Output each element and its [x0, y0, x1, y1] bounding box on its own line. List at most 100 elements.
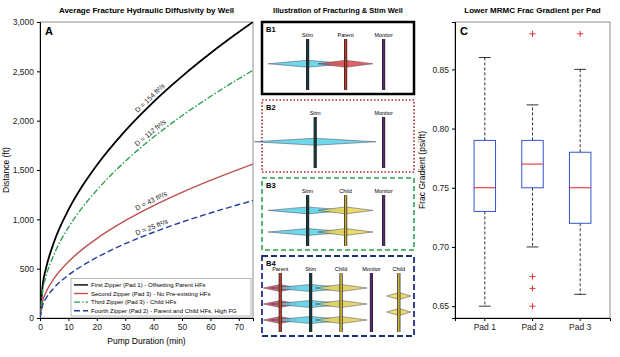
- whisker-cap: [527, 246, 539, 247]
- tick: 20: [93, 318, 103, 332]
- tick-label: 0.80: [432, 124, 449, 134]
- tick-mark: [452, 188, 455, 189]
- box-body: [569, 152, 590, 223]
- tick-mark: [210, 318, 211, 321]
- well: [382, 195, 385, 246]
- tick: Pad 3: [569, 318, 591, 332]
- legend: First Zipper (Pad 1) - Offsetting Parent…: [71, 279, 251, 316]
- legend-swatch: [74, 301, 88, 302]
- outlier: [577, 31, 583, 37]
- whisker: [484, 211, 485, 306]
- outlier: [530, 303, 536, 309]
- median: [522, 164, 543, 165]
- series-line: [40, 70, 253, 318]
- tick-mark: [37, 318, 40, 319]
- legend-swatch: [74, 310, 88, 311]
- legend-entry: First Zipper (Pad 1) - Offsetting Parent…: [91, 282, 206, 288]
- tick-mark: [484, 318, 485, 321]
- tick-mark: [239, 318, 240, 321]
- tick-label: Pad 1: [474, 322, 496, 332]
- tick: 40: [149, 318, 159, 332]
- curve-label: D = 112 ft²/s: [133, 118, 167, 147]
- series-line: [40, 201, 253, 318]
- tick-mark: [452, 247, 455, 248]
- tick-label: 1,500: [13, 165, 35, 175]
- well: [344, 39, 347, 90]
- tick-mark: [37, 121, 40, 122]
- tick-mark: [37, 269, 40, 270]
- series-line: [40, 164, 253, 318]
- figure: Average Fracture Hydraulic Diffusivity b…: [0, 0, 620, 357]
- tick-label: 0: [38, 322, 43, 332]
- tick: Pad 1: [474, 318, 496, 332]
- whisker-cap: [574, 69, 586, 70]
- well-label: Child: [339, 188, 352, 194]
- panel-frame: [262, 100, 414, 172]
- box: [569, 31, 590, 294]
- tick: 2,000: [13, 116, 40, 126]
- tick-label: 2,000: [13, 116, 35, 126]
- well: [306, 39, 309, 90]
- whisker-cap: [527, 104, 539, 105]
- well-core: [310, 273, 312, 332]
- outlier: [530, 31, 536, 37]
- plot-frame: [40, 22, 253, 318]
- axis-line: [452, 23, 456, 319]
- tick: 1,500: [13, 165, 40, 175]
- well: [279, 273, 282, 332]
- well-label: Stim: [302, 32, 313, 38]
- well-core: [307, 195, 309, 246]
- tick-label: 3,000: [13, 17, 35, 27]
- well: [397, 273, 400, 332]
- well-core: [307, 39, 309, 90]
- tick-label: 50: [178, 322, 188, 332]
- panel-c: Lower MRMC Frac Gradient per PadPad 1Pad…: [417, 6, 611, 332]
- tick-label: 1,000: [13, 215, 35, 225]
- whisker: [532, 188, 533, 247]
- tick-label: 0.65: [432, 301, 449, 311]
- tick-label: 60: [206, 322, 216, 332]
- outlier: [530, 274, 536, 280]
- well: [370, 273, 373, 332]
- tick: 0.65: [432, 301, 455, 311]
- tick-mark: [182, 318, 183, 321]
- panel-frame: [262, 178, 414, 250]
- tick-mark: [37, 22, 40, 23]
- tick-label: 500: [20, 264, 34, 274]
- plot-area: [474, 31, 591, 309]
- tick-label: 2,500: [13, 67, 35, 77]
- axis: Pad 1 Pad 2 Pad 3: [456, 318, 611, 332]
- tick-mark: [37, 219, 40, 220]
- panel-label: A: [45, 25, 53, 37]
- well-core: [383, 39, 385, 90]
- tick-label: 0.70: [432, 242, 449, 252]
- curve-label: D = 25 ft²/s: [134, 218, 169, 237]
- tick-mark: [452, 129, 455, 130]
- panel-frame: [262, 22, 414, 94]
- tick: 70: [235, 318, 245, 332]
- tick: 2,500: [13, 67, 40, 77]
- well-core: [383, 117, 385, 168]
- well: [344, 195, 347, 246]
- diagram-panel: StimMonitorB2: [254, 100, 414, 172]
- panel-frame: [262, 256, 414, 336]
- well: [309, 273, 312, 332]
- well-label: Monitor: [374, 188, 393, 194]
- well-label: Parent: [337, 32, 354, 38]
- box-body: [474, 140, 495, 211]
- well-core: [279, 273, 281, 332]
- legend-entry: Third Zipper (Pad 3) - Child HFs: [91, 299, 176, 305]
- well-core: [371, 273, 373, 332]
- axis-line: [37, 23, 41, 319]
- well: [306, 195, 309, 246]
- axis-line: [456, 319, 611, 322]
- box-body: [522, 140, 543, 187]
- tick-mark: [452, 306, 455, 307]
- tick: 0.80: [432, 124, 455, 134]
- tick: Pad 2: [521, 318, 543, 332]
- legend-swatch: [74, 284, 88, 285]
- box: [474, 58, 495, 307]
- legend-entry: Second Zipper (Pad 3) - No Pre-existing …: [91, 291, 210, 297]
- tick: 0: [38, 318, 43, 332]
- axis: 0.650.700.750.800.85: [432, 23, 455, 319]
